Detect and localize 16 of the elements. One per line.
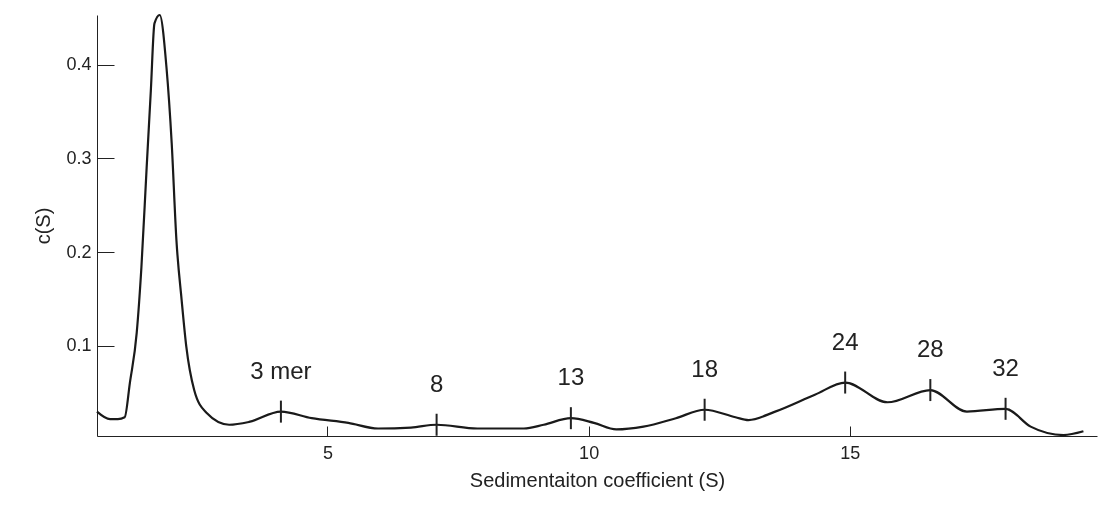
x-axis-title: Sedimentaiton coefficient (S) [469, 468, 726, 491]
annotation: 13 [557, 363, 585, 391]
annotation: 18 [691, 354, 718, 382]
x-tick-label: 10 [579, 442, 600, 463]
annotation: 24 [831, 327, 859, 355]
y-axis-title: c(S) [32, 207, 55, 245]
annotation: 3 mer [250, 356, 312, 384]
y-tick-label: 0.4 [66, 54, 92, 75]
annotation: 28 [916, 335, 944, 363]
annotation: 8 [429, 369, 444, 397]
annotation: 32 [992, 353, 1019, 381]
x-tick-label: 15 [840, 442, 861, 463]
x-tick-label: 5 [322, 442, 333, 463]
y-tick-label: 0.3 [66, 147, 92, 168]
y-tick-label: 0.2 [66, 241, 92, 262]
y-tick-label: 0.1 [66, 335, 92, 356]
